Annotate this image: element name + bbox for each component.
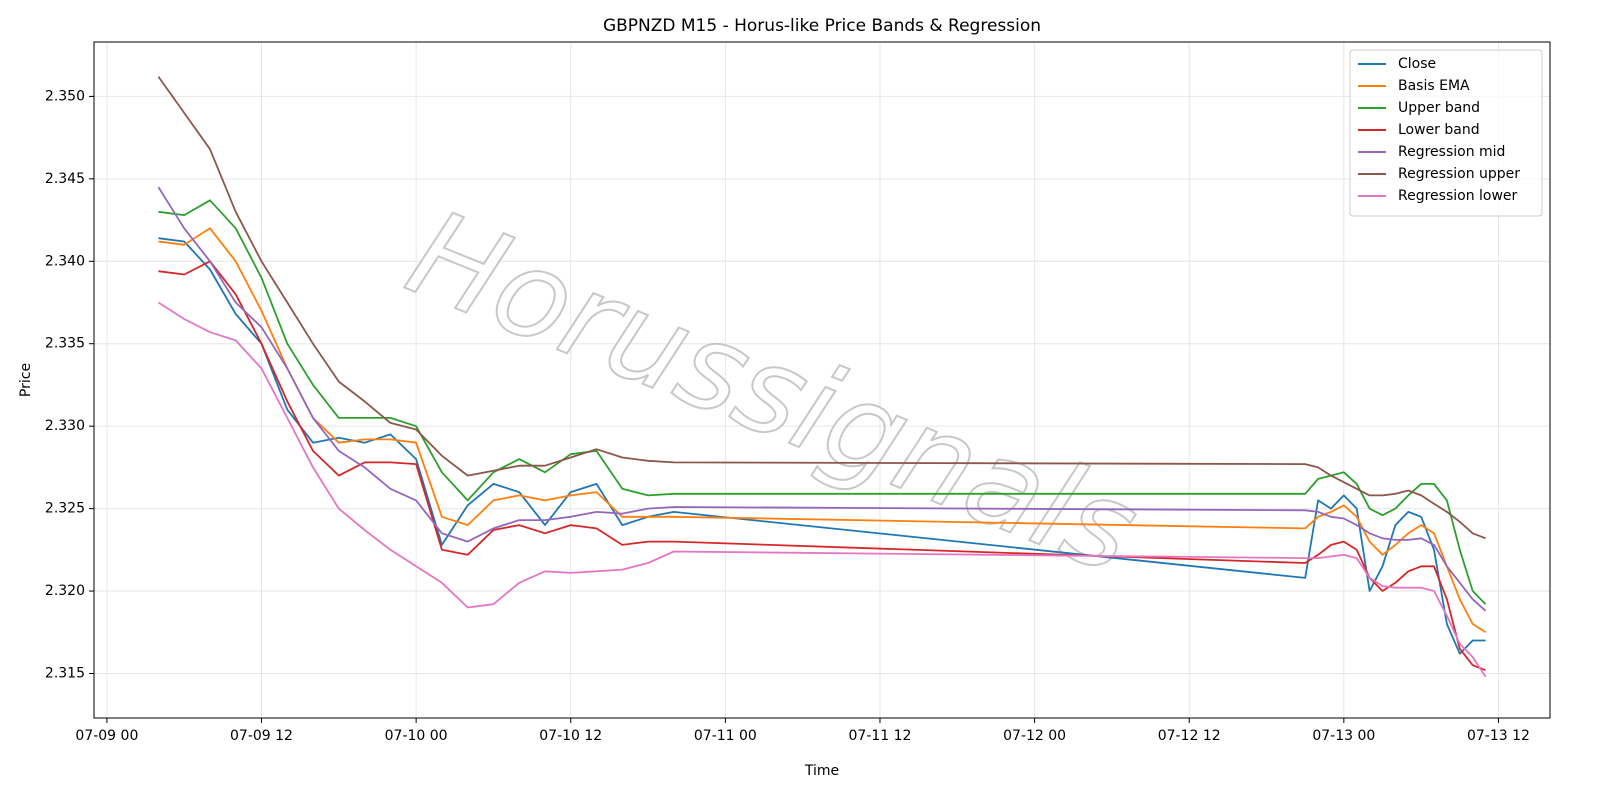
x-tick-label: 07-11 12 [849, 728, 912, 744]
x-tick-label: 07-12 12 [1158, 728, 1221, 744]
x-tick-label: 07-09 12 [230, 728, 293, 744]
legend-label: Lower band [1398, 122, 1480, 138]
plot-frame [93, 41, 1551, 719]
y-tick-label: 2.325 [45, 501, 85, 517]
x-tick-label: 07-13 00 [1312, 728, 1375, 744]
x-tick-label: 07-11 00 [694, 728, 757, 744]
legend-label: Upper band [1398, 100, 1480, 116]
series-line [157, 76, 1486, 540]
y-tick-label: 2.345 [45, 171, 85, 187]
x-tick-label: 07-09 00 [75, 728, 138, 744]
series-line [158, 260, 1486, 672]
y-tick-label: 2.330 [45, 418, 85, 434]
series-line [158, 199, 1487, 605]
y-tick-label: 2.340 [45, 253, 85, 269]
series-line [157, 186, 1487, 612]
legend-box [1349, 49, 1543, 217]
legend-label: Close [1398, 56, 1436, 72]
x-tick-label: 07-10 00 [385, 728, 448, 744]
y-tick-label: 2.335 [45, 336, 85, 352]
legend-label: Regression lower [1398, 188, 1518, 204]
chart-title: GBPNZD M15 - Horus-like Price Bands & Re… [603, 16, 1041, 36]
x-tick-label: 07-13 12 [1467, 728, 1530, 744]
x-tick-label: 07-10 12 [539, 728, 602, 744]
legend-label: Regression mid [1398, 144, 1505, 160]
y-axis-label: Price [18, 363, 34, 397]
x-axis-label: Time [804, 763, 839, 779]
series-line [157, 301, 1487, 678]
y-tick-label: 2.350 [45, 88, 85, 104]
legend-label: Regression upper [1398, 166, 1520, 182]
y-tick-label: 2.315 [45, 665, 85, 681]
y-tick-label: 2.320 [45, 583, 85, 599]
legend-label: Basis EMA [1398, 78, 1470, 94]
x-tick-label: 07-12 00 [1003, 728, 1066, 744]
